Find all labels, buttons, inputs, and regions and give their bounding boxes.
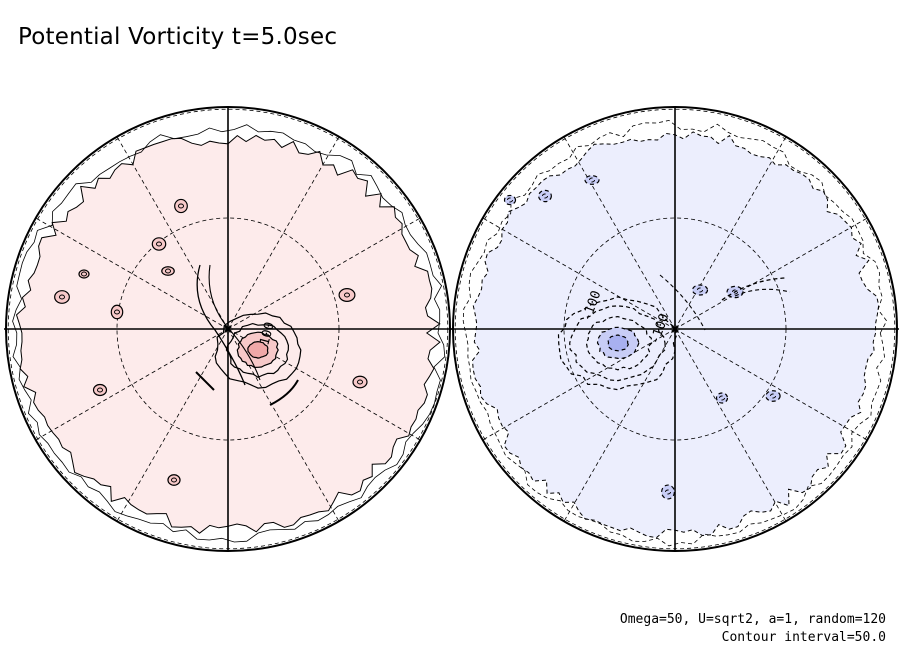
filament-contour [269, 379, 299, 406]
core-contour [569, 305, 666, 382]
vortex-core-contour [156, 241, 162, 247]
vortex-core-contour [507, 197, 513, 203]
contour-interval-note: Contour interval=50.0 [721, 630, 886, 645]
filament-contour [734, 288, 791, 297]
longitude-line [482, 217, 676, 330]
vortex-core-contour [171, 477, 177, 483]
vortex-core-contour [97, 387, 103, 393]
vortex-contour [538, 189, 552, 203]
filament-contour [196, 264, 246, 386]
longitude-line [35, 328, 229, 441]
vortex-core-contour [732, 289, 738, 295]
vortex-contour [352, 375, 368, 389]
longitude-line [674, 328, 787, 522]
hemisphere-north: 100 [4, 106, 452, 552]
vortex-contour [691, 284, 709, 296]
globe-boundary [5, 106, 451, 552]
vortex-contour [167, 474, 181, 486]
core-contour [607, 334, 629, 352]
vortex-core-contour [59, 294, 65, 300]
vortex-core-contour [719, 395, 725, 401]
pole-marker [670, 324, 680, 334]
filament-contour [195, 371, 215, 391]
longitude-line [227, 217, 421, 330]
longitude-line [674, 217, 868, 330]
outer-contour [12, 124, 446, 543]
pole-marker-stroke [224, 325, 232, 333]
outer-contour [462, 119, 888, 547]
longitude-line [116, 136, 229, 330]
chart-title: Potential Vorticity t=5.0sec [18, 24, 338, 50]
contour-label: 100 [257, 320, 278, 347]
vortex-core-contour [665, 489, 671, 495]
vortex-contour [151, 237, 167, 251]
longitude-line [482, 328, 676, 441]
vortex-core-contour [178, 203, 184, 209]
vortex-contour [661, 484, 675, 500]
vortex-core-contour [542, 193, 548, 199]
hemisphere-south: -100-100 [451, 106, 899, 552]
longitude-line [674, 136, 787, 330]
vortex-contour [161, 266, 175, 276]
core-contour [247, 340, 269, 359]
longitude-line [563, 136, 676, 330]
vortex-contour [338, 287, 356, 303]
vortex-contour [110, 304, 124, 320]
vortex-core-contour [697, 287, 703, 293]
parameters-note: Omega=50, U=sqrt2, a=1, random=120 [619, 612, 886, 627]
core-contour [225, 322, 290, 378]
vortex-contour [715, 392, 729, 404]
longitude-line [674, 328, 868, 441]
filament-contour [659, 274, 706, 331]
vortex-core-contour [589, 177, 595, 183]
vortex-contour [174, 198, 188, 214]
longitude-line [35, 217, 229, 330]
vortex-contour [54, 290, 70, 304]
vortex-core-contour [81, 271, 87, 277]
vortex-core-contour [165, 268, 171, 274]
vortex-core-contour [114, 309, 120, 315]
vortex-core-contour [770, 393, 776, 399]
vortex-core-contour [357, 379, 363, 385]
vortex-contour [584, 175, 600, 185]
longitude-line [116, 328, 229, 522]
core-contour [214, 312, 302, 389]
pole-marker-stroke [671, 325, 679, 333]
core-contour [557, 296, 678, 391]
vortex-core-contour [344, 292, 350, 298]
vortex-contour [503, 194, 517, 206]
vortex-contour [78, 269, 90, 279]
globe-boundary [452, 106, 898, 552]
pole-marker [223, 324, 233, 334]
vortex-contour [92, 383, 108, 397]
vortex-contour [765, 390, 781, 402]
longitude-line [227, 136, 340, 330]
